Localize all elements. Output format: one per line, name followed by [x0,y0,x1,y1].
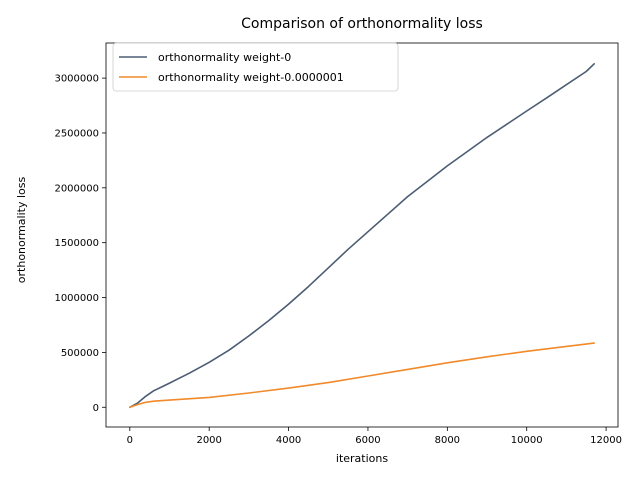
legend: orthonormality weight-0 orthonormality w… [112,42,399,92]
y-tick-label: 500000 [61,348,99,359]
chart-title: Comparison of orthonormality loss [241,16,483,32]
y-axis-ticks: 0 500000 1000000 1500000 2000000 2500000 30000… [54,74,106,414]
legend-box [112,42,399,92]
x-tick-label: 6000 [355,435,380,446]
x-axis-ticks: 0 2000 4000 6000 8000 10000 12000 [127,427,622,446]
x-tick-label: 12000 [590,435,622,446]
y-tick-label: 1000000 [54,293,99,304]
series-line-weight-0 [129,62,596,409]
y-tick-label: 2000000 [54,183,99,194]
x-tick-label: 0 [127,435,133,446]
x-tick-label: 2000 [196,435,221,446]
series-layer [129,62,596,409]
y-tick-label: 1500000 [54,238,99,249]
x-tick-label: 8000 [435,435,460,446]
legend-label-weight-0: orthonormality weight-0 [158,51,291,64]
y-axis-label: orthonormality loss [15,177,28,284]
y-tick-label: 0 [93,403,99,414]
x-tick-label: 4000 [276,435,301,446]
y-tick-label: 2500000 [54,128,99,139]
x-axis-label: iterations [336,452,388,465]
x-tick-label: 10000 [511,435,543,446]
series-line-weight-small [129,342,596,409]
y-tick-label: 3000000 [54,74,99,85]
legend-label-weight-small: orthonormality weight-0.0000001 [158,71,344,84]
